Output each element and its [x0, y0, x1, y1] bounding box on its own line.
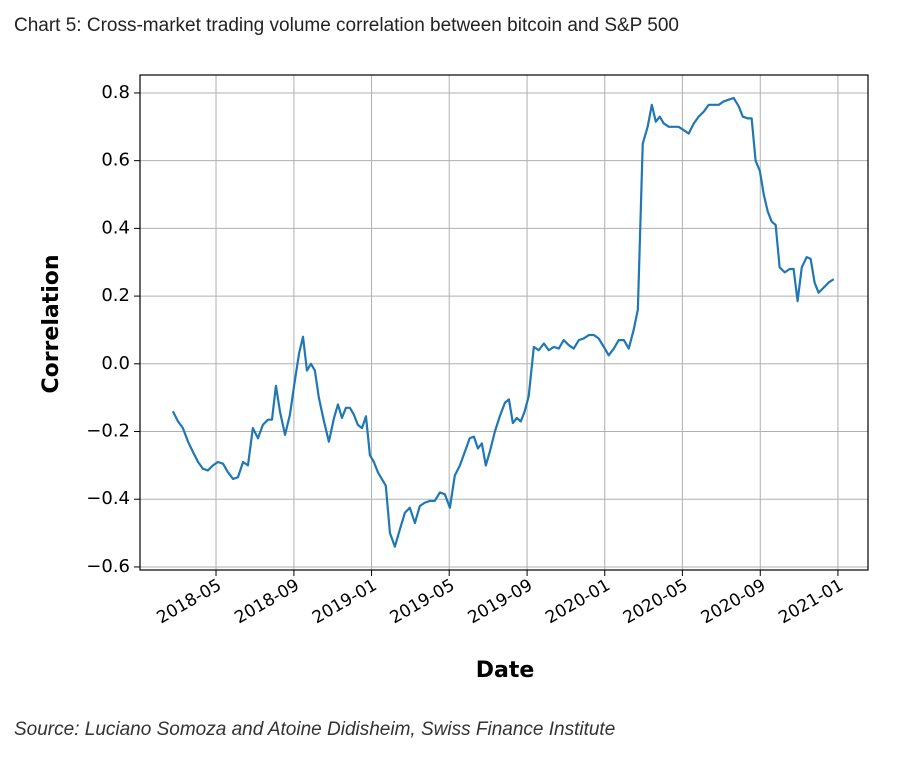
x-tick-label: 2019-01: [309, 575, 381, 628]
y-tick-label: 0.4: [101, 217, 130, 238]
chart-title: Chart 5: Cross-market trading volume cor…: [14, 15, 679, 36]
y-tick-label: −0.4: [86, 488, 130, 509]
x-tick-label: 2020-01: [542, 575, 614, 628]
data-line: [171, 96, 835, 548]
x-tick-label: 2018-09: [231, 575, 303, 628]
y-tick-label: 0.6: [101, 150, 130, 171]
plot-frame: [139, 74, 869, 571]
x-tick-label: 2019-05: [387, 575, 459, 628]
y-tick-label: 0.0: [101, 353, 130, 374]
x-axis-label: Date: [476, 658, 535, 683]
y-axis-label: Correlation: [39, 254, 64, 393]
source-note: Source: Luciano Somoza and Atoine Didish…: [14, 719, 615, 740]
x-tick-label: 2018-05: [154, 575, 226, 628]
x-tick-label: 2020-05: [620, 575, 692, 628]
y-tick-label: −0.6: [86, 556, 130, 577]
y-tick-label: 0.2: [101, 285, 130, 306]
y-tick-label: 0.8: [101, 82, 130, 103]
x-tick-label: 2019-09: [465, 575, 537, 628]
x-tick-label: 2020-09: [698, 575, 770, 628]
x-tick-label: 2021-01: [775, 575, 847, 628]
y-tick-label: −0.2: [86, 421, 130, 442]
